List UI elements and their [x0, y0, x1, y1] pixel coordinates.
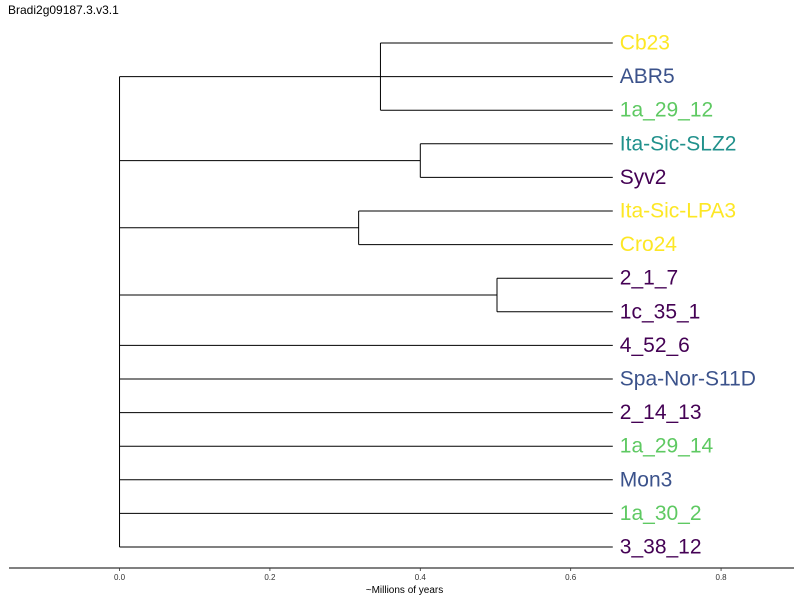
x-tick-label: 0.2	[264, 573, 276, 582]
x-tick-label: 0.0	[114, 573, 126, 582]
x-axis-title: ~Millions of years	[366, 585, 444, 596]
tip-label: ABR5	[620, 65, 675, 88]
tip-label: 4_52_6	[620, 334, 690, 357]
tree-branches	[119, 42, 613, 548]
tip-label: 1a_29_14	[620, 435, 714, 458]
tip-label: Ita-Sic-SLZ2	[620, 132, 737, 155]
x-tick-label: 0.6	[565, 573, 577, 582]
tip-labels: Cb23 ABR5 1a_29_12 Ita-Sic-SLZ2 Syv2 Ita-Sic-…	[620, 32, 756, 559]
tip-label: 3_38_12	[620, 536, 702, 559]
tip-label: Spa-Nor-S11D	[620, 368, 756, 391]
tip-label: 2_1_7	[620, 267, 678, 290]
x-tick-label: 0.8	[716, 573, 728, 582]
tip-label: Mon3	[620, 468, 673, 491]
tip-label: Syv2	[620, 166, 667, 189]
x-axis: 0.0 0.2 0.4 0.6 0.8 ~Millions of years	[9, 567, 794, 596]
tip-label: Cro24	[620, 233, 678, 256]
tip-label: 1c_35_1	[620, 300, 701, 323]
chart-title: Bradi2g09187.3.v3.1	[8, 3, 119, 17]
tip-label: 2_14_13	[620, 401, 702, 424]
x-axis-ticks: 0.0 0.2 0.4 0.6 0.8	[114, 568, 727, 582]
tip-label: Cb23	[620, 32, 670, 55]
x-tick-label: 0.4	[415, 573, 427, 582]
tip-label: 1a_30_2	[620, 502, 702, 525]
tip-label: 1a_29_12	[620, 99, 713, 122]
tip-label: Ita-Sic-LPA3	[620, 200, 736, 223]
